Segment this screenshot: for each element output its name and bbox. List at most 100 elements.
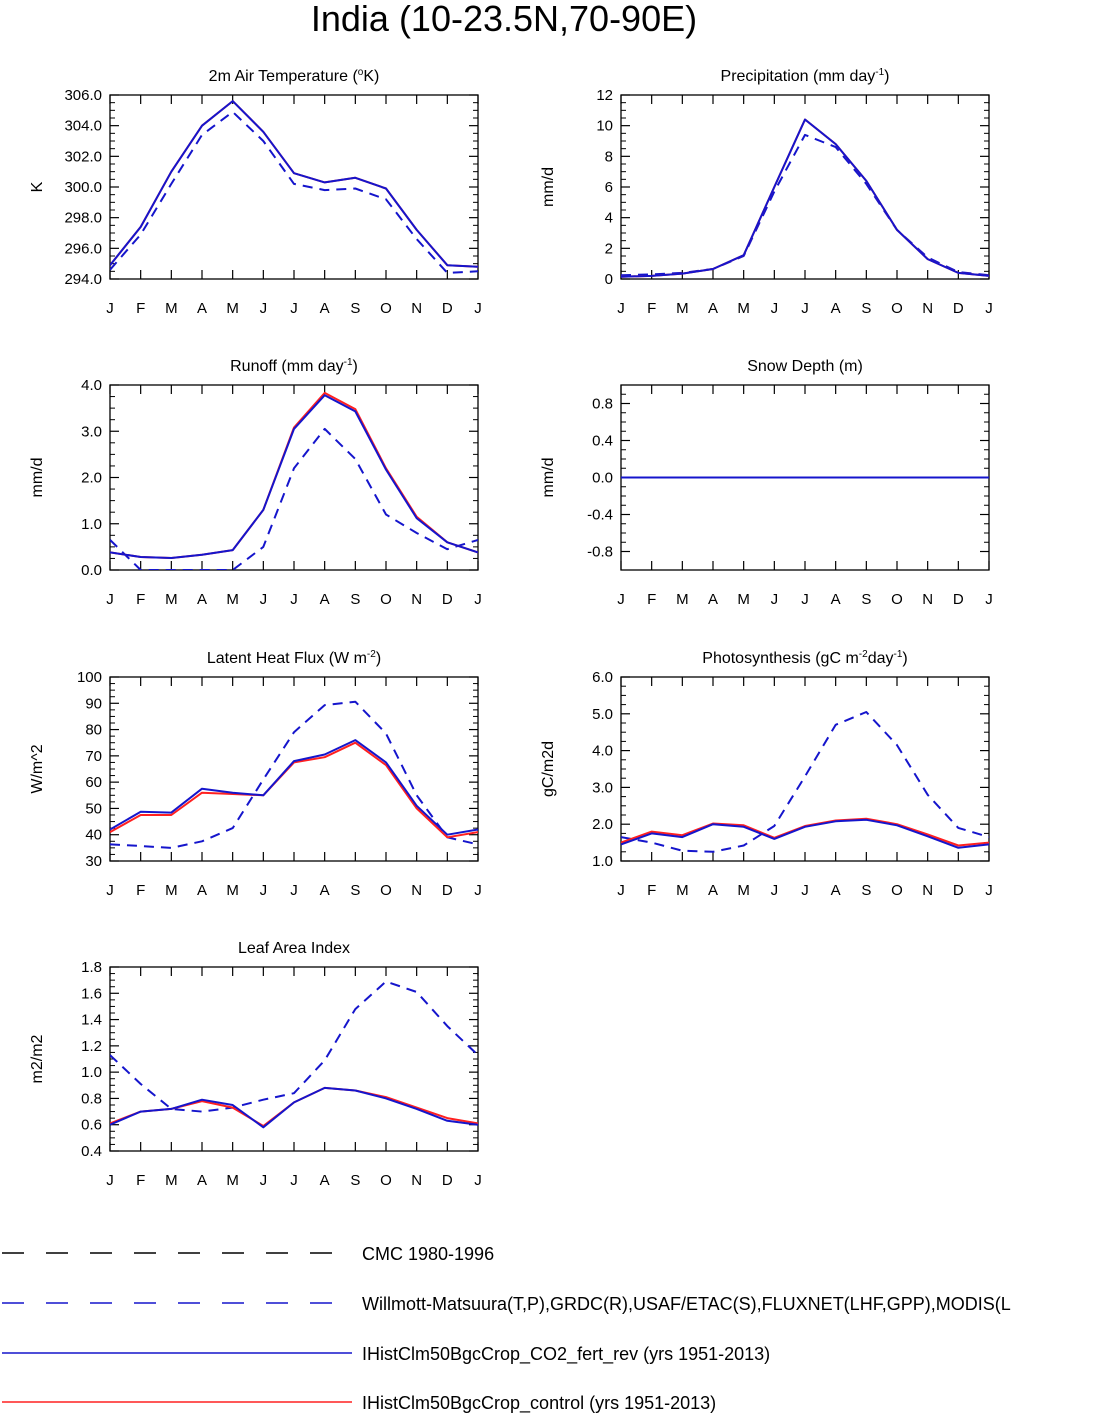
y-tick-label: 30	[85, 853, 102, 870]
y-tick-label: 302.0	[64, 148, 102, 165]
x-tick-label: J	[985, 300, 993, 317]
x-tick-label: A	[831, 300, 841, 317]
series-co2-fert-line	[110, 100, 478, 268]
x-tick-label: D	[442, 300, 453, 317]
y-tick-label: 4	[605, 210, 613, 227]
x-tick-label: N	[411, 591, 422, 608]
x-tick-label: F	[136, 1172, 145, 1189]
x-tick-label: J	[985, 591, 993, 608]
y-tick-label: 0.6	[81, 1117, 102, 1134]
x-tick-label: O	[380, 882, 392, 899]
y-tick-label: 4.0	[81, 377, 102, 394]
y-tick-label: 70	[85, 748, 102, 765]
x-tick-label: S	[350, 882, 360, 899]
y-tick-label: 10	[596, 118, 613, 135]
x-tick-label: A	[320, 591, 330, 608]
y-tick-label: 1.0	[81, 1064, 102, 1081]
y-tick-label: 80	[85, 722, 102, 739]
x-tick-label: J	[801, 882, 809, 899]
x-tick-label: A	[708, 591, 718, 608]
series-obs-line	[110, 427, 478, 570]
x-tick-label: A	[320, 300, 330, 317]
y-tick-label: 6	[605, 179, 613, 196]
x-tick-label: J	[106, 1172, 114, 1189]
panel-1: 2m Air Temperature (oK) K 294.0 296.0 298.0 3…	[29, 67, 482, 317]
x-tick-label: N	[411, 1172, 422, 1189]
y-tick-label: 12	[596, 87, 613, 104]
x-tick-label: J	[260, 1172, 268, 1189]
x-tick-label: M	[165, 591, 178, 608]
x-tick-label: D	[953, 882, 964, 899]
y-tick-label: 0.8	[81, 1090, 102, 1107]
panel-title: Photosynthesis (gC m-2day-1)	[702, 649, 907, 667]
x-tick-label: J	[771, 300, 779, 317]
y-tick-label: 3.0	[592, 779, 613, 796]
x-tick-label: N	[411, 300, 422, 317]
y-tick-label: 0	[605, 271, 613, 288]
legend-label: CMC 1980-1996	[362, 1244, 494, 1264]
x-tick-label: D	[442, 882, 453, 899]
panel-title: 2m Air Temperature (oK)	[209, 67, 380, 85]
panel-3: Runoff (mm day-1) mm/d 0.0 1.0 2.0 3.0 4.0 J F M A…	[29, 357, 482, 608]
x-tick-label: F	[136, 591, 145, 608]
series-control-line	[621, 118, 989, 278]
x-tick-label: D	[442, 1172, 453, 1189]
x-tick-label: O	[891, 882, 903, 899]
series-control-line	[110, 741, 478, 839]
panel-6: Photosynthesis (gC m-2day-1) gC/m2d 1.0 2.0…	[540, 649, 993, 899]
x-tick-label: M	[676, 882, 689, 899]
x-tick-label: J	[290, 1172, 298, 1189]
x-tick-label: O	[380, 591, 392, 608]
x-tick-label: J	[771, 591, 779, 608]
legend: CMC 1980-1996 Willmott-Matsuura(T,P),GRDC…	[2, 1244, 1011, 1414]
series-co2-fert-line	[110, 394, 478, 559]
x-tick-label: D	[442, 591, 453, 608]
series-co2-fert-line	[621, 118, 989, 278]
y-tick-label: 0.0	[81, 562, 102, 579]
x-tick-label: J	[801, 591, 809, 608]
plot-frame	[109, 384, 479, 571]
x-tick-label: A	[708, 300, 718, 317]
x-tick-label: M	[165, 1172, 178, 1189]
x-tick-label: J	[474, 591, 482, 608]
y-tick-label: 60	[85, 774, 102, 791]
series-obs-line	[621, 133, 989, 277]
panel-title: Snow Depth (m)	[747, 358, 863, 375]
x-tick-label: J	[617, 300, 625, 317]
x-tick-label: A	[708, 882, 718, 899]
x-tick-label: M	[226, 882, 239, 899]
x-tick-label: F	[647, 882, 656, 899]
panel-title: Latent Heat Flux (W m-2)	[207, 649, 381, 667]
y-tick-label: 8	[605, 148, 613, 165]
x-tick-label: A	[320, 882, 330, 899]
x-tick-label: J	[260, 300, 268, 317]
x-tick-label: M	[737, 882, 750, 899]
plot-frame	[620, 676, 990, 862]
x-tick-label: F	[136, 300, 145, 317]
x-tick-label: D	[953, 591, 964, 608]
x-tick-label: F	[136, 882, 145, 899]
y-tick-label: 0.4	[592, 433, 613, 450]
x-tick-label: N	[922, 882, 933, 899]
series-obs-line	[621, 711, 989, 853]
x-tick-label: O	[891, 591, 903, 608]
x-tick-label: O	[380, 1172, 392, 1189]
x-tick-label: N	[922, 591, 933, 608]
x-tick-label: S	[350, 591, 360, 608]
x-tick-label: N	[922, 300, 933, 317]
y-tick-label: 1.0	[592, 853, 613, 870]
x-tick-label: J	[106, 591, 114, 608]
y-tick-label: 90	[85, 695, 102, 712]
x-tick-label: J	[260, 882, 268, 899]
x-tick-label: J	[290, 300, 298, 317]
x-tick-label: M	[676, 300, 689, 317]
x-tick-label: S	[861, 882, 871, 899]
x-tick-label: J	[474, 300, 482, 317]
x-tick-label: M	[676, 591, 689, 608]
x-tick-label: J	[617, 882, 625, 899]
panel-5: Latent Heat Flux (W m-2) W/m^2 30 40 50 60 70 8…	[29, 649, 482, 899]
y-tick-label: 2.0	[592, 816, 613, 833]
x-tick-label: D	[953, 300, 964, 317]
x-tick-label: F	[647, 591, 656, 608]
y-tick-label: 2	[605, 240, 613, 257]
